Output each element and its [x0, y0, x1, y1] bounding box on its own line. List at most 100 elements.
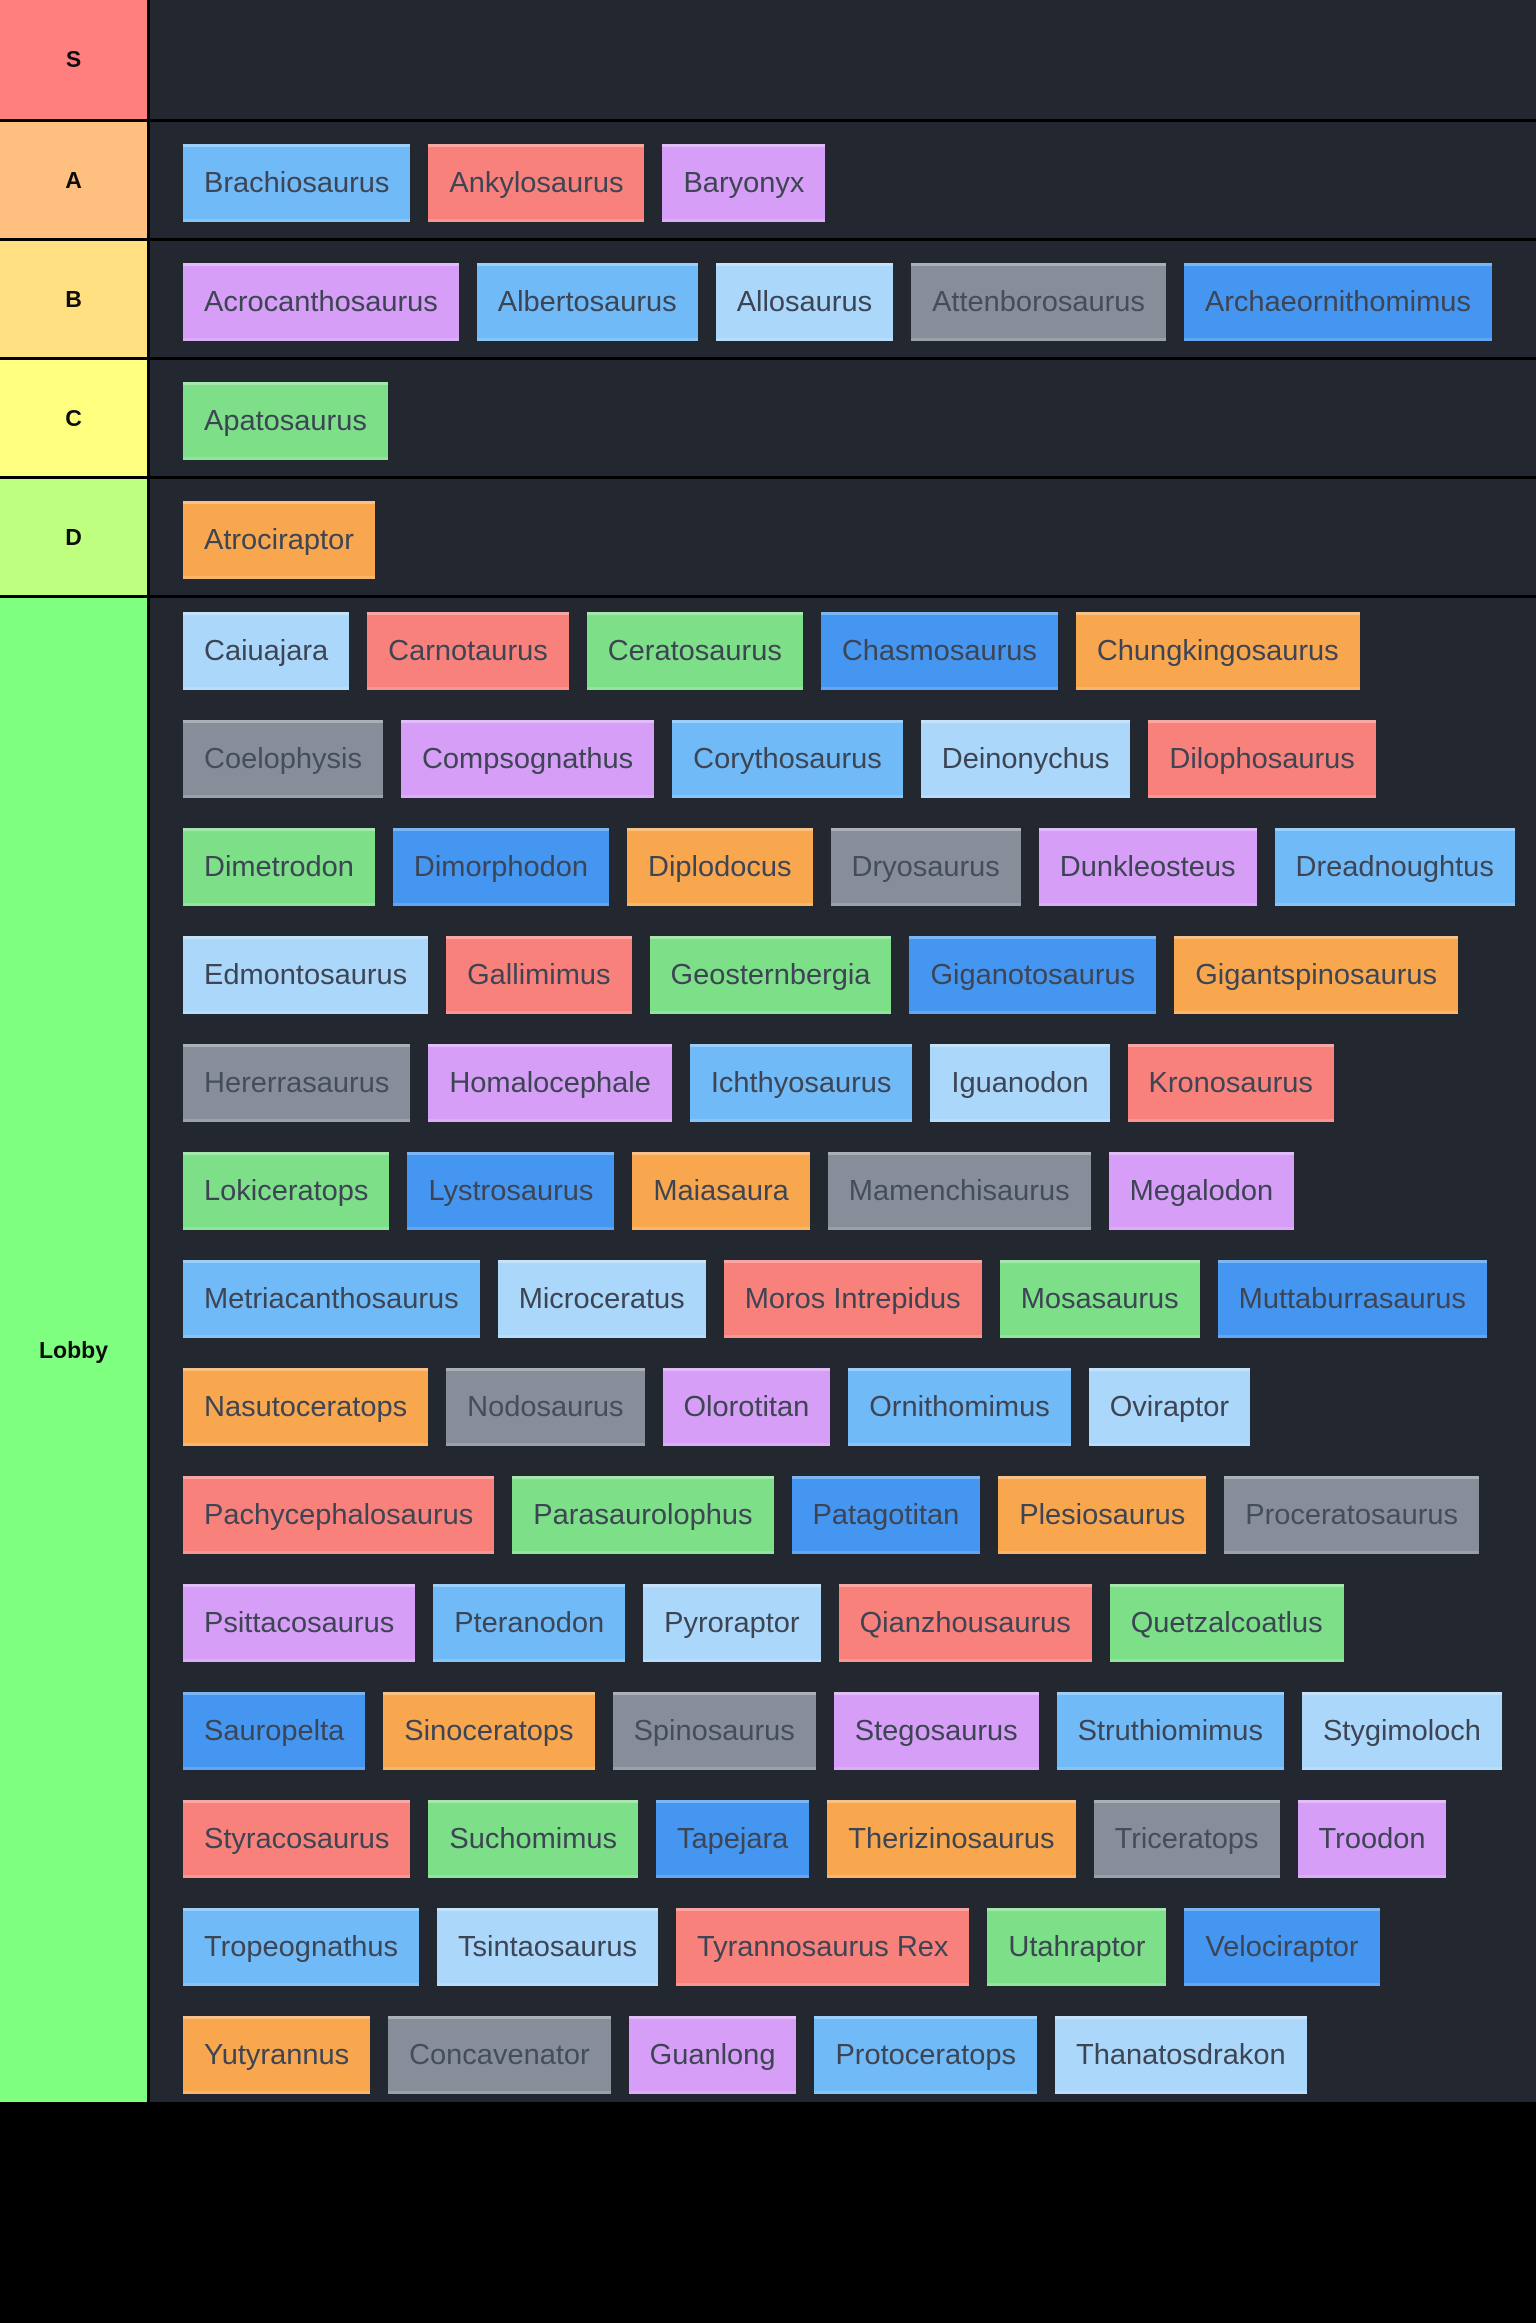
- tier-item-thanatosdrakon[interactable]: Thanatosdrakon: [1055, 2016, 1307, 2094]
- tier-item-guanlong[interactable]: Guanlong: [628, 2016, 797, 2094]
- tier-item-dimetrodon[interactable]: Dimetrodon: [183, 828, 375, 906]
- tier-item-protoceratops[interactable]: Protoceratops: [814, 2016, 1037, 2094]
- tier-item-qianzhousaurus[interactable]: Qianzhousaurus: [838, 1584, 1092, 1662]
- tier-item-nodosaurus[interactable]: Nodosaurus: [446, 1368, 645, 1446]
- tier-item-chasmosaurus[interactable]: Chasmosaurus: [820, 612, 1058, 690]
- tier-item-allosaurus[interactable]: Allosaurus: [715, 263, 894, 341]
- tier-item-concavenator[interactable]: Concavenator: [388, 2016, 611, 2094]
- tier-item-moros-intrepidus[interactable]: Moros Intrepidus: [723, 1260, 982, 1338]
- tier-item-attenborosaurus[interactable]: Attenborosaurus: [911, 263, 1166, 341]
- tier-item-carnotaurus[interactable]: Carnotaurus: [367, 612, 569, 690]
- tier-item-plesiosaurus[interactable]: Plesiosaurus: [998, 1476, 1207, 1554]
- tier-item-giganotosaurus[interactable]: Giganotosaurus: [909, 936, 1157, 1014]
- tier-dropzone-a[interactable]: Brachiosaurus Ankylosaurus Baryonyx: [150, 122, 1536, 238]
- tier-item-dryosaurus[interactable]: Dryosaurus: [830, 828, 1021, 906]
- tier-item-suchomimus[interactable]: Suchomimus: [428, 1800, 638, 1878]
- tier-item-gallimimus[interactable]: Gallimimus: [446, 936, 632, 1014]
- tier-item-dimorphodon[interactable]: Dimorphodon: [392, 828, 610, 906]
- tier-item-dreadnoughtus[interactable]: Dreadnoughtus: [1274, 828, 1515, 906]
- tier-label-c[interactable]: C: [0, 360, 150, 476]
- tier-item-deinonychus[interactable]: Deinonychus: [920, 720, 1131, 798]
- tier-item-styracosaurus[interactable]: Styracosaurus: [183, 1800, 411, 1878]
- tier-item-struthiomimus[interactable]: Struthiomimus: [1056, 1692, 1284, 1770]
- tier-item-tsintaosaurus[interactable]: Tsintaosaurus: [437, 1908, 658, 1986]
- tier-item-caiuajara[interactable]: Caiuajara: [183, 612, 350, 690]
- tier-item-proceratosaurus[interactable]: Proceratosaurus: [1224, 1476, 1480, 1554]
- tier-item-iguanodon[interactable]: Iguanodon: [930, 1044, 1110, 1122]
- tier-label-d[interactable]: D: [0, 479, 150, 595]
- tier-item-troodon[interactable]: Troodon: [1297, 1800, 1447, 1878]
- tier-item-ichthyosaurus[interactable]: Ichthyosaurus: [689, 1044, 913, 1122]
- tier-dropzone-s[interactable]: [150, 0, 1536, 119]
- tier-label-b[interactable]: B: [0, 241, 150, 357]
- tier-item-apatosaurus[interactable]: Apatosaurus: [183, 382, 388, 460]
- tier-item-utahraptor[interactable]: Utahraptor: [987, 1908, 1167, 1986]
- tier-item-edmontosaurus[interactable]: Edmontosaurus: [183, 936, 429, 1014]
- tier-item-triceratops[interactable]: Triceratops: [1093, 1800, 1280, 1878]
- tier-item-ornithomimus[interactable]: Ornithomimus: [848, 1368, 1071, 1446]
- tier-item-sauropelta[interactable]: Sauropelta: [183, 1692, 366, 1770]
- tier-item-ceratosaurus[interactable]: Ceratosaurus: [586, 612, 803, 690]
- tier-item-brachiosaurus[interactable]: Brachiosaurus: [183, 144, 411, 222]
- tier-item-nasutoceratops[interactable]: Nasutoceratops: [183, 1368, 429, 1446]
- tier-row-s: S: [0, 0, 1536, 119]
- tier-item-gigantspinosaurus[interactable]: Gigantspinosaurus: [1174, 936, 1459, 1014]
- tier-item-mamenchisaurus[interactable]: Mamenchisaurus: [827, 1152, 1091, 1230]
- tier-item-metriacanthosaurus[interactable]: Metriacanthosaurus: [183, 1260, 480, 1338]
- tier-item-baryonyx[interactable]: Baryonyx: [662, 144, 826, 222]
- tier-item-corythosaurus[interactable]: Corythosaurus: [672, 720, 903, 798]
- tier-item-compsognathus[interactable]: Compsognathus: [400, 720, 655, 798]
- tier-row-c: C Apatosaurus: [0, 357, 1536, 476]
- tier-item-oviraptor[interactable]: Oviraptor: [1088, 1368, 1250, 1446]
- tier-item-atrociraptor[interactable]: Atrociraptor: [183, 501, 375, 579]
- tier-item-geosternbergia[interactable]: Geosternbergia: [649, 936, 892, 1014]
- tier-item-maiasaura[interactable]: Maiasaura: [632, 1152, 810, 1230]
- tier-item-pteranodon[interactable]: Pteranodon: [433, 1584, 626, 1662]
- tier-item-diplodocus[interactable]: Diplodocus: [627, 828, 813, 906]
- tier-item-pyroraptor[interactable]: Pyroraptor: [643, 1584, 821, 1662]
- tier-item-muttaburrasaurus[interactable]: Muttaburrasaurus: [1217, 1260, 1487, 1338]
- tier-dropzone-b[interactable]: Acrocanthosaurus Albertosaurus Allosaurus A…: [150, 241, 1536, 357]
- tier-label-lobby[interactable]: Lobby: [0, 598, 150, 2102]
- tier-row-lobby: Lobby Caiuajara Carnotaurus Ceratosaurus Cha…: [0, 595, 1536, 2102]
- tier-item-hererrasaurus[interactable]: Hererrasaurus: [183, 1044, 411, 1122]
- tier-item-lystrosaurus[interactable]: Lystrosaurus: [407, 1152, 615, 1230]
- tier-item-quetzalcoatlus[interactable]: Quetzalcoatlus: [1109, 1584, 1344, 1662]
- tier-item-velociraptor[interactable]: Velociraptor: [1184, 1908, 1380, 1986]
- tier-item-lokiceratops[interactable]: Lokiceratops: [183, 1152, 390, 1230]
- tier-item-ankylosaurus[interactable]: Ankylosaurus: [428, 144, 645, 222]
- tier-item-patagotitan[interactable]: Patagotitan: [791, 1476, 981, 1554]
- tier-item-homalocephale[interactable]: Homalocephale: [428, 1044, 672, 1122]
- tier-item-psittacosaurus[interactable]: Psittacosaurus: [183, 1584, 416, 1662]
- tier-item-spinosaurus[interactable]: Spinosaurus: [612, 1692, 816, 1770]
- tier-item-stygimoloch[interactable]: Stygimoloch: [1301, 1692, 1502, 1770]
- tier-item-yutyrannus[interactable]: Yutyrannus: [183, 2016, 371, 2094]
- tier-dropzone-lobby[interactable]: Caiuajara Carnotaurus Ceratosaurus Chasmosa…: [150, 598, 1536, 2102]
- tier-item-parasaurolophus[interactable]: Parasaurolophus: [512, 1476, 774, 1554]
- tier-item-mosasaurus[interactable]: Mosasaurus: [999, 1260, 1200, 1338]
- tier-item-archaeornithomimus[interactable]: Archaeornithomimus: [1183, 263, 1492, 341]
- tier-row-b: B Acrocanthosaurus Albertosaurus Allosaurus…: [0, 238, 1536, 357]
- tier-label-s[interactable]: S: [0, 0, 150, 119]
- tier-dropzone-d[interactable]: Atrociraptor: [150, 479, 1536, 595]
- tier-item-coelophysis[interactable]: Coelophysis: [183, 720, 383, 798]
- tier-item-tyrannosaurus-rex[interactable]: Tyrannosaurus Rex: [675, 1908, 970, 1986]
- tier-label-a[interactable]: A: [0, 122, 150, 238]
- tier-item-albertosaurus[interactable]: Albertosaurus: [476, 263, 698, 341]
- tier-item-microceratus[interactable]: Microceratus: [497, 1260, 706, 1338]
- tier-item-tapejara[interactable]: Tapejara: [655, 1800, 810, 1878]
- tier-item-tropeognathus[interactable]: Tropeognathus: [183, 1908, 420, 1986]
- tier-item-therizinosaurus[interactable]: Therizinosaurus: [827, 1800, 1076, 1878]
- tier-item-dunkleosteus[interactable]: Dunkleosteus: [1038, 828, 1257, 906]
- tier-item-chungkingosaurus[interactable]: Chungkingosaurus: [1075, 612, 1360, 690]
- tier-item-pachycephalosaurus[interactable]: Pachycephalosaurus: [183, 1476, 495, 1554]
- tier-item-acrocanthosaurus[interactable]: Acrocanthosaurus: [183, 263, 459, 341]
- tier-item-sinoceratops[interactable]: Sinoceratops: [383, 1692, 595, 1770]
- tier-item-kronosaurus[interactable]: Kronosaurus: [1127, 1044, 1334, 1122]
- tier-item-olorotitan[interactable]: Olorotitan: [662, 1368, 831, 1446]
- tier-dropzone-c[interactable]: Apatosaurus: [150, 360, 1536, 476]
- tier-item-dilophosaurus[interactable]: Dilophosaurus: [1148, 720, 1376, 798]
- tier-item-megalodon[interactable]: Megalodon: [1108, 1152, 1295, 1230]
- tier-row-d: D Atrociraptor: [0, 476, 1536, 595]
- tier-item-stegosaurus[interactable]: Stegosaurus: [833, 1692, 1039, 1770]
